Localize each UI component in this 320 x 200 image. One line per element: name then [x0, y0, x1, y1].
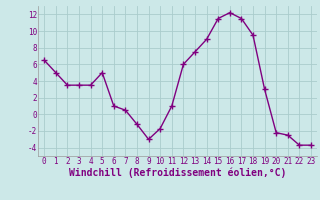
- X-axis label: Windchill (Refroidissement éolien,°C): Windchill (Refroidissement éolien,°C): [69, 168, 286, 178]
